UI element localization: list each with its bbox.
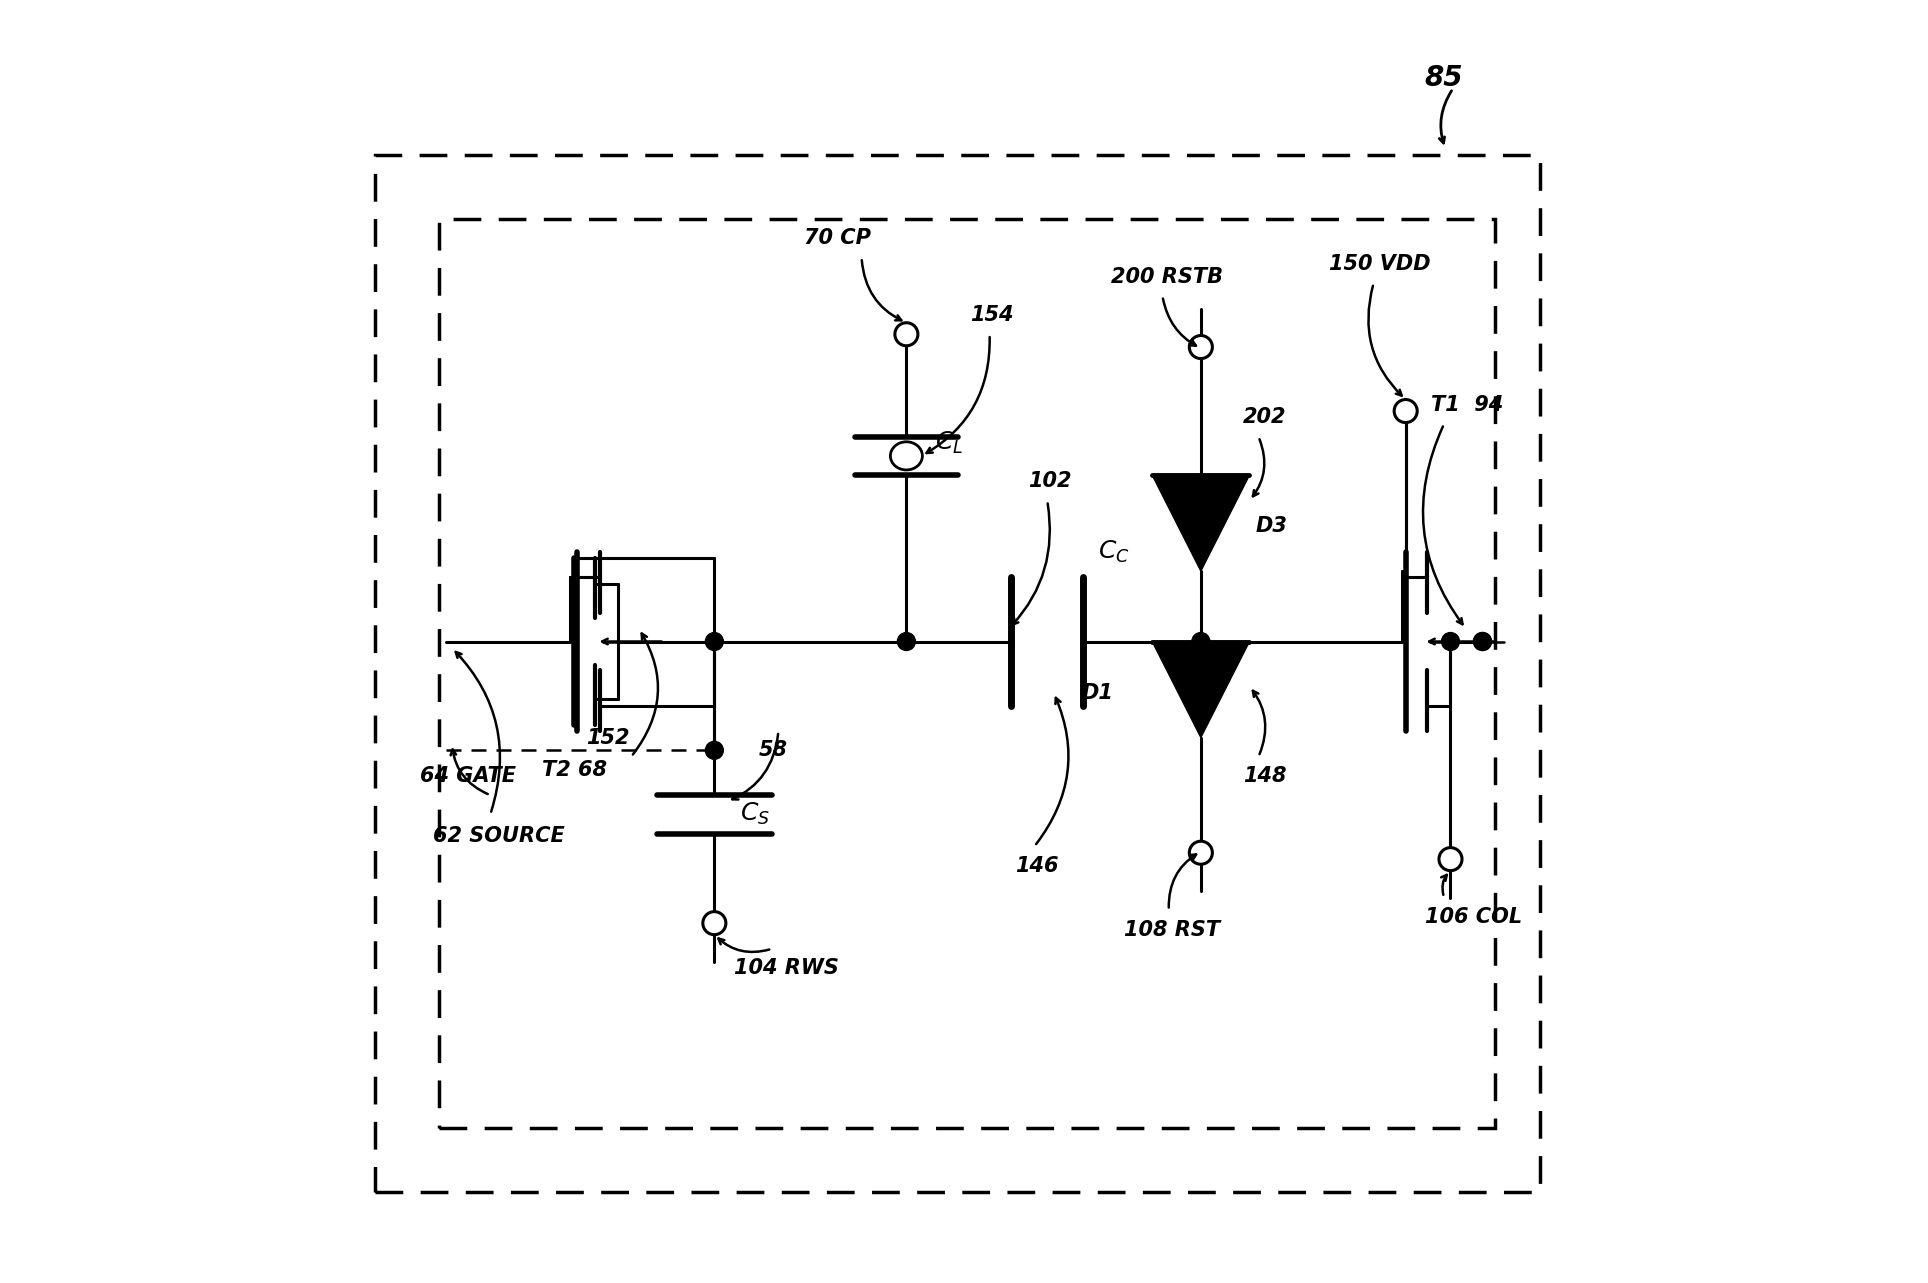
- Text: 106 COL: 106 COL: [1425, 907, 1521, 926]
- Text: $C_C$: $C_C$: [1099, 539, 1130, 565]
- Text: 148: 148: [1244, 766, 1286, 786]
- Circle shape: [1438, 848, 1461, 871]
- Text: 150 VDD: 150 VDD: [1328, 254, 1431, 273]
- Circle shape: [1473, 633, 1492, 650]
- Text: 108 RST: 108 RST: [1124, 920, 1220, 939]
- Circle shape: [1192, 633, 1209, 650]
- Circle shape: [1473, 633, 1492, 650]
- Circle shape: [1394, 399, 1417, 422]
- Text: 62 SOURCE: 62 SOURCE: [432, 826, 565, 845]
- Text: 58: 58: [760, 740, 789, 761]
- Text: 64 GATE: 64 GATE: [420, 766, 517, 786]
- Text: 146: 146: [1016, 856, 1058, 875]
- Circle shape: [1190, 842, 1213, 865]
- Text: D1: D1: [1082, 683, 1114, 703]
- Text: $C_S$: $C_S$: [740, 801, 769, 828]
- Polygon shape: [1153, 475, 1249, 571]
- Circle shape: [706, 742, 723, 760]
- Text: D3: D3: [1255, 516, 1288, 536]
- Text: 70 CP: 70 CP: [804, 228, 871, 248]
- Circle shape: [897, 633, 916, 650]
- Text: 102: 102: [1028, 471, 1072, 491]
- Polygon shape: [1153, 642, 1249, 738]
- Text: T2 68: T2 68: [542, 760, 607, 780]
- Circle shape: [704, 912, 725, 935]
- Text: 152: 152: [586, 727, 630, 748]
- Circle shape: [895, 323, 918, 346]
- Text: 154: 154: [970, 305, 1014, 325]
- Circle shape: [1442, 633, 1459, 650]
- Circle shape: [1190, 336, 1213, 358]
- Ellipse shape: [891, 441, 922, 470]
- Text: 104 RWS: 104 RWS: [733, 958, 839, 978]
- Circle shape: [706, 633, 723, 650]
- Text: $C_L$: $C_L$: [935, 430, 962, 457]
- Text: 200 RSTB: 200 RSTB: [1111, 267, 1222, 286]
- Text: 85: 85: [1425, 64, 1463, 92]
- Text: 202: 202: [1244, 408, 1286, 427]
- Text: T1  94: T1 94: [1431, 395, 1504, 414]
